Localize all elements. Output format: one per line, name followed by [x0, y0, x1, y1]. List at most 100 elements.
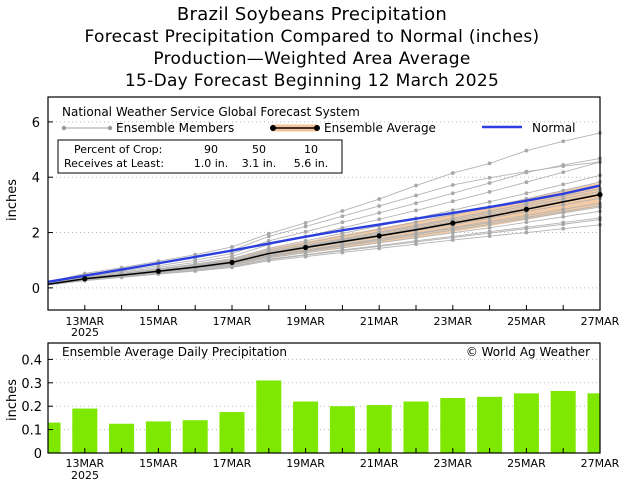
- crop-amount-50: 3.1 in.: [242, 157, 277, 170]
- ensemble-member-point: [377, 244, 382, 249]
- chart1-xtick-label: 15MAR: [139, 315, 178, 328]
- ensemble-member-point: [303, 220, 308, 225]
- chart1-year-label: 2025: [71, 326, 99, 339]
- crop-amount-90: 1.0 in.: [194, 157, 229, 170]
- chart2-ytick-label: 0: [34, 447, 42, 462]
- chart2-xtick-label: 19MAR: [286, 457, 325, 470]
- ensemble-member-line: [47, 219, 601, 286]
- ensemble-member-point: [340, 214, 345, 219]
- ensemble-member-point: [303, 253, 308, 258]
- ensemble-member-point: [487, 161, 492, 166]
- ensemble-member-point: [266, 231, 271, 236]
- chart1-panel-title: National Weather Service Global Forecast…: [62, 105, 360, 119]
- chart1-frame: [47, 96, 601, 311]
- ensemble-member-point: [340, 243, 345, 247]
- chart2-ylabel: inches: [5, 379, 20, 421]
- ensemble-member-line: [47, 157, 601, 284]
- crop-table: Percent of Crop: Receives at Least: 90 5…: [57, 139, 343, 174]
- ensemble-member-point: [266, 238, 271, 243]
- ensemble-member-point: [303, 224, 308, 229]
- ensemble-member-point: [230, 254, 234, 259]
- ensemble-member-point: [414, 201, 418, 206]
- ensemble-average-line: [47, 193, 601, 286]
- chart1-xtick-label: 27MAR: [581, 315, 620, 328]
- ensemble-member-point: [377, 204, 382, 208]
- ensemble-member-point: [230, 245, 234, 249]
- ensemble-member-point: [340, 248, 345, 253]
- ensemble-member-point: [266, 254, 271, 258]
- daily-precip-bar: [145, 421, 171, 453]
- ensemble-member-point: [487, 220, 492, 225]
- legend-average-label: Ensemble Average: [324, 121, 436, 135]
- chart1-xtick-label: 17MAR: [213, 315, 252, 328]
- ensemble-member-point: [450, 199, 455, 204]
- daily-precip-bar: [403, 401, 429, 453]
- ensemble-average-point: [155, 268, 161, 274]
- ensemble-member-point: [377, 217, 382, 222]
- ensemble-member-point: [193, 258, 198, 263]
- chart1-xtick-label: 13MAR: [65, 315, 104, 328]
- ensemble-member-point: [487, 175, 492, 180]
- ensemble-member-line: [47, 205, 601, 285]
- chart1-xtick-label: 21MAR: [360, 315, 399, 328]
- ensemble-member-point: [561, 182, 566, 187]
- daily-precip-bar: [550, 390, 576, 453]
- ensemble-member-point: [414, 224, 418, 229]
- daily-precip-bar: [440, 398, 466, 453]
- crop-table-row1-label: Percent of Crop:: [74, 143, 162, 156]
- ensemble-member-point: [524, 215, 529, 220]
- ensemble-average-point: [229, 259, 235, 266]
- chart2-xtick-label: 25MAR: [507, 457, 546, 470]
- ensemble-member-point: [487, 199, 492, 204]
- ensemble-member-point: [487, 181, 492, 185]
- ensemble-member-point: [266, 246, 271, 251]
- ensemble-member-point: [303, 238, 308, 243]
- ensemble-member-point: [487, 231, 492, 235]
- chart-subtitle-3: 15-Day Forecast Beginning 12 March 2025: [124, 71, 500, 91]
- ensemble-average-point: [376, 233, 382, 239]
- ensemble-member-point: [524, 220, 529, 225]
- ensemble-member-point: [524, 169, 529, 174]
- daily-precip-bar: [72, 408, 98, 453]
- ensemble-member-point: [414, 208, 418, 213]
- daily-precip-bar: [48, 422, 61, 453]
- daily-precip-bar: [587, 393, 600, 453]
- chart1-ytick-label: 4: [32, 171, 40, 186]
- ensemble-member-point: [266, 257, 271, 262]
- ensemble-member-point: [450, 183, 455, 187]
- chart2-xtick-label: 21MAR: [360, 457, 399, 470]
- ensemble-member-point: [561, 226, 566, 231]
- ensemble-member-point: [487, 211, 492, 215]
- chart2-ytick-label: 0.2: [21, 400, 42, 415]
- daily-precip-bar: [219, 412, 245, 453]
- normal-line: [47, 184, 601, 283]
- ensemble-member-point: [561, 170, 566, 175]
- ensemble-member-point: [524, 148, 529, 153]
- chart-subtitle-2: Production—Weighted Area Average: [153, 49, 471, 69]
- ensemble-member-point: [340, 234, 345, 239]
- chart1-xtick-label: 19MAR: [286, 315, 325, 328]
- ensemble-member-point: [561, 209, 566, 214]
- ensemble-member-point: [524, 230, 529, 235]
- chart1-ytick-label: 6: [32, 116, 40, 131]
- ensemble-member-point: [303, 229, 308, 234]
- ensemble-member-point: [414, 232, 418, 236]
- ensemble-member-point: [561, 214, 566, 219]
- crop-percent-50: 50: [252, 143, 266, 156]
- chart2-xtick-label: 15MAR: [139, 457, 178, 470]
- ensemble-member-point: [524, 226, 529, 231]
- chart1-xtick-label: 25MAR: [507, 315, 546, 328]
- chart2-panel-title: Ensemble Average Daily Precipitation: [62, 345, 287, 359]
- ensemble-member-point: [377, 211, 382, 215]
- ensemble-member-point: [340, 225, 345, 230]
- chart1-ylabel: inches: [5, 179, 20, 221]
- chart1-ytick-label: 2: [32, 227, 40, 242]
- daily-precip-bar: [256, 380, 282, 453]
- ensemble-member-point: [561, 139, 566, 144]
- ensemble-member-line: [47, 174, 601, 284]
- daily-precip-bar: [293, 401, 319, 453]
- ensemble-member-point: [561, 202, 566, 207]
- chart-title: Brazil Soybeans Precipitation: [176, 4, 448, 25]
- chart2-ytick-label: 0.3: [21, 377, 42, 392]
